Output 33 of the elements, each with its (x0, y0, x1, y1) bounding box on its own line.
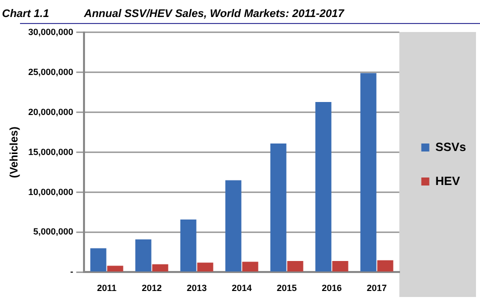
bar (315, 102, 332, 272)
y-tick-label: 5,000,000 (33, 226, 74, 237)
x-tick-label: 2014 (232, 283, 252, 294)
bar (197, 262, 214, 272)
bar (135, 239, 152, 272)
chart-subtitle: Annual SSV/HEV Sales, World Markets: 2011-2017 (84, 8, 344, 20)
x-tick-label: 2012 (142, 283, 162, 294)
x-tick-label: 2017 (366, 283, 387, 294)
y-tick-label: 30,000,000 (28, 26, 74, 37)
bar (242, 262, 258, 272)
x-tick-label: 2011 (96, 283, 117, 294)
bar (270, 144, 286, 272)
x-tick-label: 2016 (322, 283, 342, 294)
bar (90, 248, 106, 272)
y-tick-label: - (70, 266, 74, 277)
y-tick-label: 10,000,000 (28, 186, 74, 197)
legend-label: SSVs (435, 140, 466, 154)
bar (287, 261, 304, 272)
legend-label: HEV (435, 174, 460, 188)
bar (107, 266, 124, 272)
bar (180, 219, 196, 272)
x-tick-label: 2013 (186, 283, 207, 294)
y-axis-title: (Vehicles) (8, 126, 21, 178)
bar (332, 261, 348, 272)
y-tick-label: 20,000,000 (28, 106, 74, 117)
y-tick-label: 25,000,000 (28, 66, 74, 77)
bar (225, 180, 242, 272)
y-tick-label: 15,000,000 (28, 146, 74, 157)
bar (377, 260, 394, 272)
bar (360, 73, 376, 272)
bar (152, 264, 168, 272)
x-tick-label: 2015 (276, 283, 297, 294)
chart-title: Chart 1.1 (2, 8, 50, 20)
